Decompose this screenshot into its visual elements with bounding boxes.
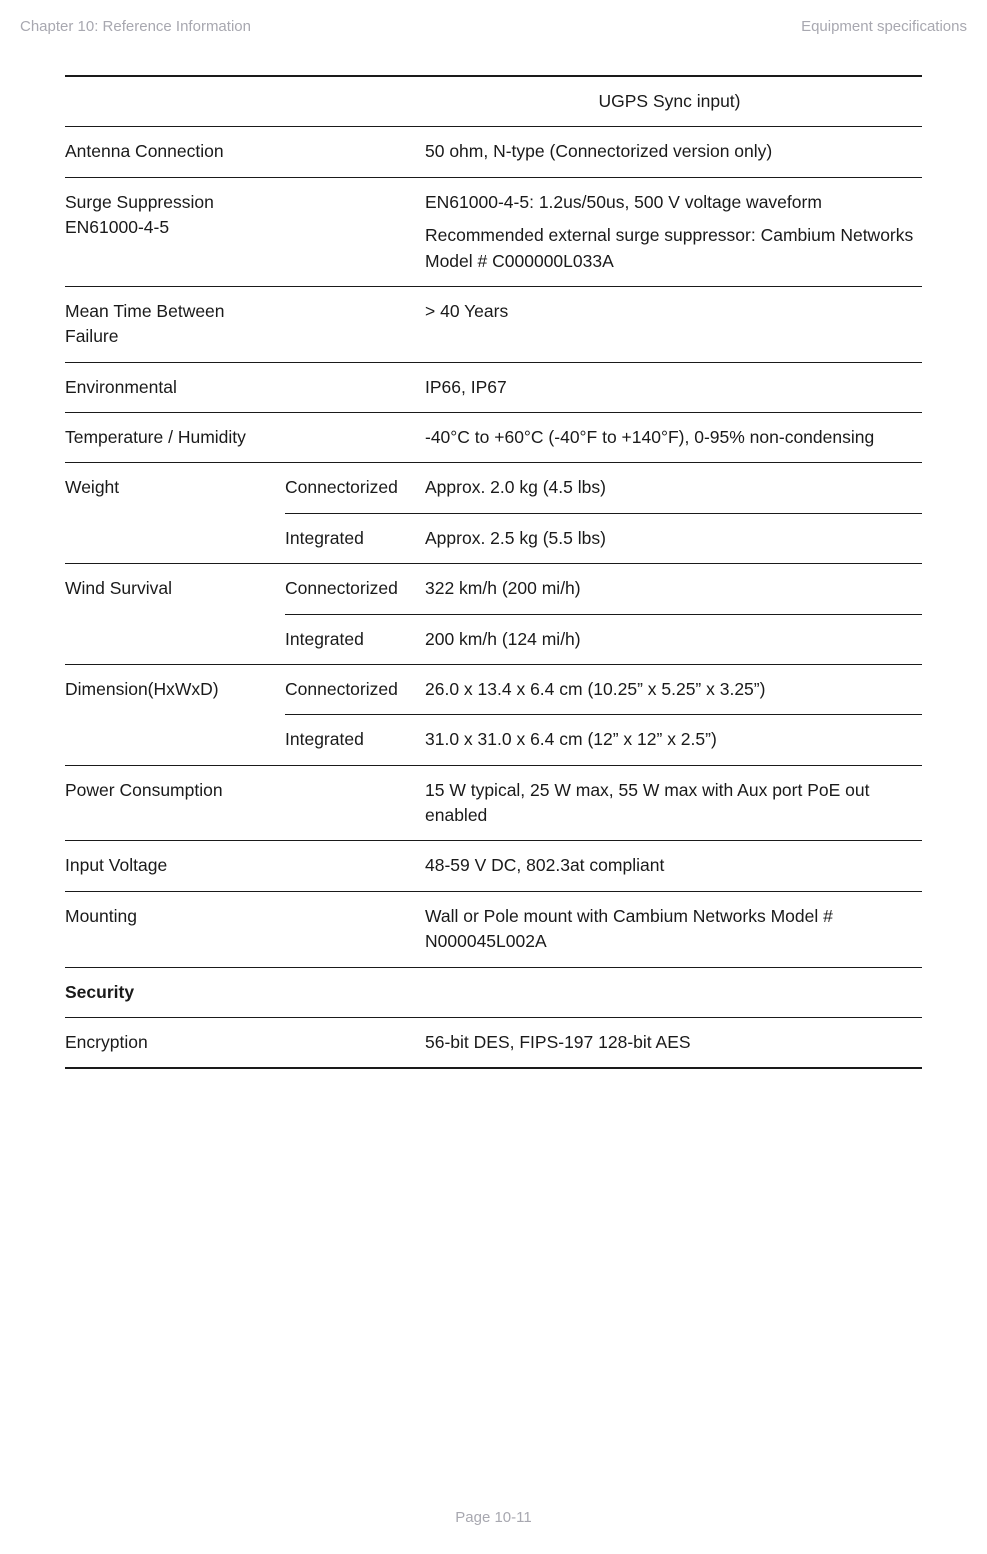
spec-value: 26.0 x 13.4 x 6.4 cm (10.25” x 5.25” x 3… — [425, 664, 922, 714]
table-row: Dimension(HxWxD)Connectorized26.0 x 13.4… — [65, 664, 922, 714]
spec-variant — [285, 362, 425, 412]
spec-variant — [285, 891, 425, 967]
spec-label: Security — [65, 967, 285, 1017]
header-left: Chapter 10: Reference Information — [20, 18, 251, 35]
table-row: Environmental IP66, IP67 — [65, 362, 922, 412]
table-row: WeightConnectorizedApprox. 2.0 kg (4.5 l… — [65, 463, 922, 513]
table-row: Antenna Connection 50 ohm, N-type (Connec… — [65, 127, 922, 177]
spec-label: Mounting — [65, 891, 285, 967]
spec-label: Weight — [65, 463, 285, 564]
spec-variant: Connectorized — [285, 664, 425, 714]
spec-value: 322 km/h (200 mi/h) — [425, 564, 922, 614]
spec-value: Approx. 2.5 kg (5.5 lbs) — [425, 513, 922, 563]
spec-variant: Connectorized — [285, 463, 425, 513]
spec-variant — [285, 286, 425, 362]
table-row: Input Voltage 48-59 V DC, 802.3at complia… — [65, 841, 922, 891]
spec-variant — [285, 76, 425, 127]
page-footer: Page 10-11 — [0, 1509, 987, 1526]
spec-value: 15 W typical, 25 W max, 55 W max with Au… — [425, 765, 922, 841]
table-row: Temperature / Humidity -40°C to +60°C (-4… — [65, 413, 922, 463]
spec-label: Surge Suppression EN61000-4-5 — [65, 177, 285, 286]
spec-value: 200 km/h (124 mi/h) — [425, 614, 922, 664]
spec-value: 50 ohm, N-type (Connectorized version on… — [425, 127, 922, 177]
page-header: Chapter 10: Reference Information Equipm… — [0, 0, 987, 35]
table-row: Mounting Wall or Pole mount with Cambium … — [65, 891, 922, 967]
table-row: Security — [65, 967, 922, 1017]
spec-value — [425, 967, 922, 1017]
spec-variant — [285, 765, 425, 841]
header-right: Equipment specifications — [801, 18, 967, 35]
spec-label: Input Voltage — [65, 841, 285, 891]
spec-label: Temperature / Humidity — [65, 413, 285, 463]
table-row: Mean Time Between Failure > 40 Years — [65, 286, 922, 362]
spec-value: IP66, IP67 — [425, 362, 922, 412]
table-row: Surge Suppression EN61000-4-5 EN61000-4-5… — [65, 177, 922, 286]
table-row: Power Consumption 15 W typical, 25 W max,… — [65, 765, 922, 841]
spec-label — [65, 76, 285, 127]
spec-label: Environmental — [65, 362, 285, 412]
spec-value: > 40 Years — [425, 286, 922, 362]
spec-variant — [285, 127, 425, 177]
spec-value: Approx. 2.0 kg (4.5 lbs) — [425, 463, 922, 513]
spec-variant — [285, 177, 425, 286]
spec-variant: Integrated — [285, 715, 425, 765]
table-row: Wind SurvivalConnectorized322 km/h (200 … — [65, 564, 922, 614]
spec-value: EN61000-4-5: 1.2us/50us, 500 V voltage w… — [425, 177, 922, 286]
spec-variant — [285, 413, 425, 463]
spec-label: Antenna Connection — [65, 127, 285, 177]
spec-label: Power Consumption — [65, 765, 285, 841]
spec-value: 48-59 V DC, 802.3at compliant — [425, 841, 922, 891]
spec-variant — [285, 841, 425, 891]
table-row: Encryption 56-bit DES, FIPS-197 128-bit A… — [65, 1017, 922, 1068]
spec-value: Wall or Pole mount with Cambium Networks… — [425, 891, 922, 967]
spec-variant — [285, 1017, 425, 1068]
spec-label: Encryption — [65, 1017, 285, 1068]
spec-variant — [285, 967, 425, 1017]
spec-variant: Integrated — [285, 513, 425, 563]
spec-variant: Connectorized — [285, 564, 425, 614]
spec-value: -40°C to +60°C (-40°F to +140°F), 0-95% … — [425, 413, 922, 463]
specs-table: UGPS Sync input) Antenna Connection 50 ohm… — [65, 75, 922, 1069]
spec-value: UGPS Sync input) — [425, 76, 922, 127]
spec-label: Mean Time Between Failure — [65, 286, 285, 362]
spec-label: Wind Survival — [65, 564, 285, 665]
spec-value: 31.0 x 31.0 x 6.4 cm (12” x 12” x 2.5”) — [425, 715, 922, 765]
content-area: UGPS Sync input) Antenna Connection 50 ohm… — [0, 35, 987, 1069]
table-row: UGPS Sync input) — [65, 76, 922, 127]
spec-variant: Integrated — [285, 614, 425, 664]
spec-value: 56-bit DES, FIPS-197 128-bit AES — [425, 1017, 922, 1068]
spec-label: Dimension(HxWxD) — [65, 664, 285, 765]
